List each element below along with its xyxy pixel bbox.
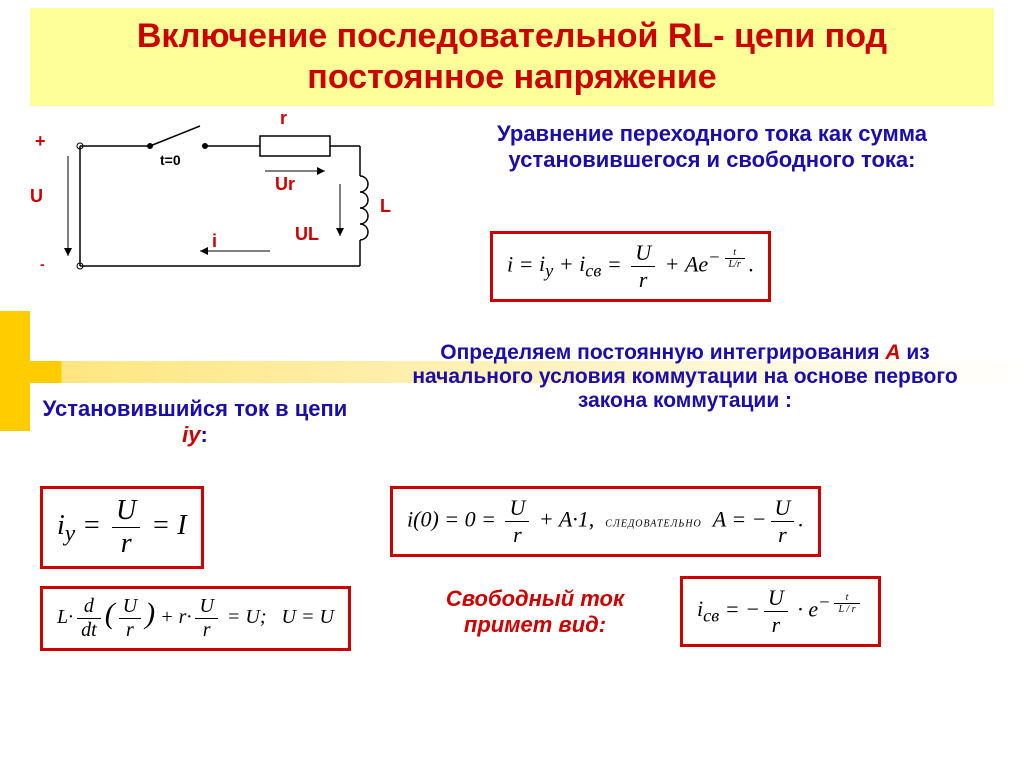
desc3a: Определяем постоянную интегрирования bbox=[440, 341, 885, 364]
label-t0: t=0 bbox=[160, 152, 181, 168]
formula-4: L·ddt(Ur) + r·Ur = U; U = U bbox=[57, 595, 334, 642]
heading2a: Установившийся ток в цепи bbox=[43, 396, 348, 421]
formula-1: i = iу + iсв = Ur + Ae−tL/r. bbox=[507, 240, 754, 293]
heading-integration-constant: Определяем постоянную интегрирования А и… bbox=[400, 341, 970, 413]
label-U: U bbox=[30, 186, 43, 207]
heading2b: iу bbox=[182, 422, 200, 447]
desc3b: А bbox=[885, 341, 900, 364]
heading2c: : bbox=[201, 422, 208, 447]
formula-5: iсв = −Ur · e−tL / r bbox=[697, 585, 864, 638]
label-minus: - bbox=[40, 256, 45, 272]
formula-2: iу = Ur = I bbox=[57, 495, 187, 560]
label-UL: UL bbox=[295, 224, 319, 245]
heading-free-current: Свободный ток примет вид: bbox=[410, 586, 660, 638]
equation-description: Уравнение переходного тока как сумма уст… bbox=[430, 121, 994, 173]
formula-1-box: i = iу + iсв = Ur + Ae−tL/r. bbox=[490, 231, 771, 302]
formula-2-box: iу = Ur = I bbox=[40, 486, 204, 569]
formula-4-box: L·ddt(Ur) + r·Ur = U; U = U bbox=[40, 586, 351, 651]
circuit-diagram: r + U - t=0 Ur UL L i bbox=[40, 116, 400, 306]
slide-title-box: Включение последовательной RL- цепи под … bbox=[30, 8, 994, 106]
slide-title: Включение последовательной RL- цепи под … bbox=[50, 16, 974, 98]
label-i: i bbox=[212, 231, 217, 252]
formula-3-box: i(0) = 0 = Ur + A·1, следовательно A = −… bbox=[390, 486, 821, 557]
formula-3: i(0) = 0 = Ur + A·1, следовательно A = −… bbox=[407, 495, 804, 548]
label-L: L bbox=[380, 196, 391, 217]
label-Ur: Ur bbox=[275, 174, 295, 195]
heading-steady-current: Установившийся ток в цепи iу: bbox=[40, 396, 350, 448]
formula-5-box: iсв = −Ur · e−tL / r bbox=[680, 576, 881, 647]
label-r: r bbox=[280, 108, 287, 129]
label-plus: + bbox=[35, 131, 46, 152]
